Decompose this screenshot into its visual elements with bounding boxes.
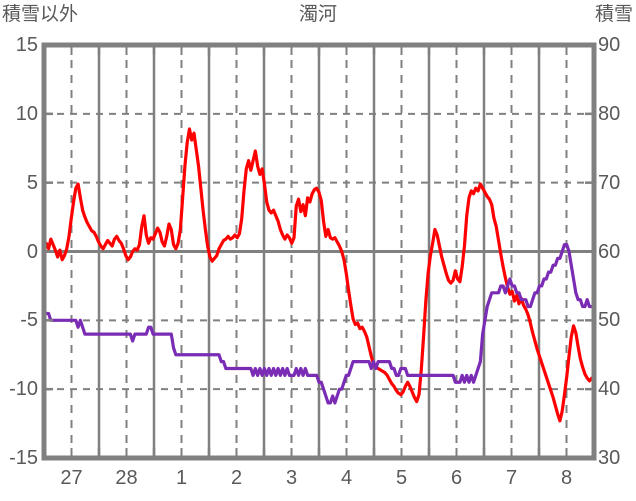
x-axis-tick: 3 bbox=[285, 467, 298, 489]
grid-layer bbox=[44, 45, 594, 458]
y-axis-right-tick: 50 bbox=[598, 309, 621, 332]
x-axis-tick: 5 bbox=[395, 467, 408, 489]
y-axis-right-tick: 90 bbox=[598, 34, 621, 56]
y-axis-left-tick: 10 bbox=[15, 102, 38, 125]
y-axis-right-tick: 60 bbox=[598, 240, 621, 263]
series-line-snow bbox=[42, 243, 596, 405]
x-axis-tick: 28 bbox=[115, 467, 138, 489]
axis-frame bbox=[41, 42, 597, 461]
y-axis-right-tick: 40 bbox=[598, 378, 621, 401]
y-axis-right-tick: 30 bbox=[598, 447, 621, 469]
y-axis-left-tick: -5 bbox=[20, 309, 38, 332]
y-axis-left-tick: -10 bbox=[9, 378, 38, 401]
x-axis-tick: 27 bbox=[60, 467, 83, 489]
left-axis-title: 積雪以外 bbox=[2, 4, 79, 25]
series-line-non-snow bbox=[42, 127, 596, 423]
y-axis-left-tick: -15 bbox=[9, 447, 38, 469]
right-axis-title: 積雪 bbox=[594, 4, 633, 25]
x-axis-tick: 2 bbox=[230, 467, 243, 489]
series-layer bbox=[42, 127, 596, 423]
chart-title: 濁河 bbox=[298, 4, 337, 25]
y-axis-left-tick: 0 bbox=[26, 240, 38, 263]
y-axis-right-tick: 70 bbox=[598, 171, 621, 194]
y-axis-left-tick: 15 bbox=[15, 34, 38, 56]
x-axis-tick: 8 bbox=[560, 467, 573, 489]
x-axis-tick: 6 bbox=[450, 467, 463, 489]
x-axis-tick: 7 bbox=[505, 467, 518, 489]
y-axis-right-tick: 80 bbox=[598, 102, 621, 125]
x-axis-tick: 1 bbox=[175, 467, 188, 489]
y-axis-left-tick: 5 bbox=[26, 171, 38, 194]
x-axis-tick: 4 bbox=[340, 467, 353, 489]
